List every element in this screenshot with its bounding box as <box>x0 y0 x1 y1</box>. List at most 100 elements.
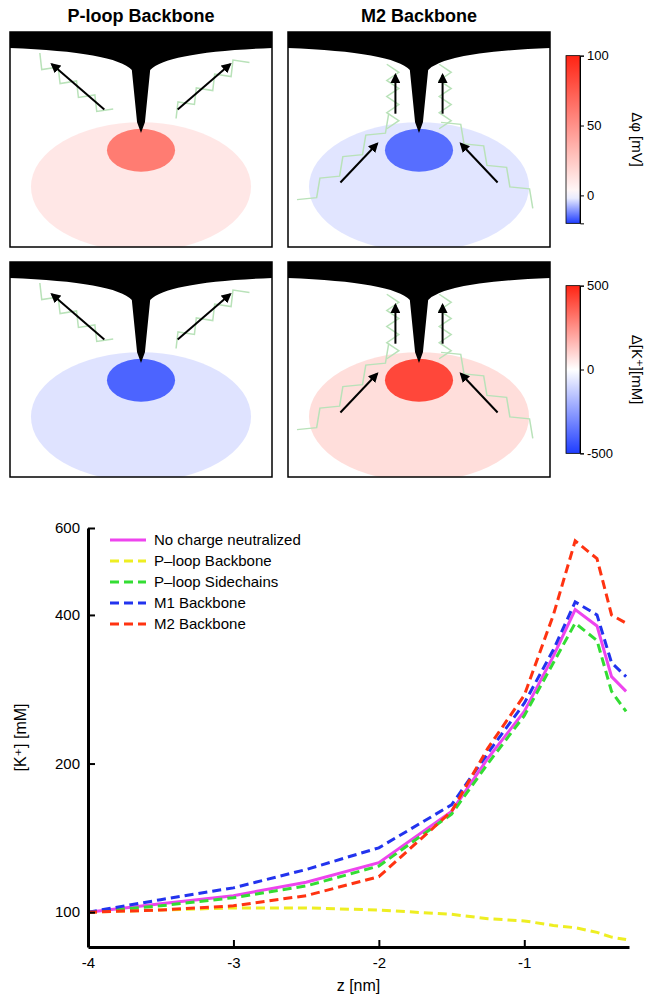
helix <box>297 344 389 430</box>
x-tick-label: -3 <box>227 954 240 971</box>
y-tick: 400 <box>55 606 95 623</box>
helix <box>40 283 113 341</box>
colorbar-axis-line <box>581 56 585 224</box>
plot-area <box>88 541 626 940</box>
dipole-arrow <box>442 305 444 344</box>
colorbar-tick-mark <box>580 195 584 196</box>
helix <box>439 64 451 129</box>
dipole-arrow <box>442 75 444 114</box>
dipole-arrow <box>461 374 498 413</box>
helix <box>439 294 451 359</box>
helix <box>297 114 389 200</box>
x-tick-label: -4 <box>82 954 95 971</box>
colorbar-tick-mark <box>580 453 584 454</box>
series-line <box>88 610 626 913</box>
colorbar-label: Δ[K⁺][mM] <box>629 335 646 405</box>
panel-frame <box>288 32 550 247</box>
colorbar-tick: 0 <box>580 362 594 377</box>
colorbar-tick-label: 100 <box>587 48 609 63</box>
y-tick: 100 <box>55 903 95 920</box>
series-line <box>88 908 626 940</box>
legend-label: M1 Backbone <box>154 594 246 611</box>
series-line <box>88 602 626 912</box>
y-tick: 200 <box>55 755 95 772</box>
y-tick-mark <box>88 912 95 914</box>
legend-swatch <box>110 539 146 542</box>
panel-frame <box>288 262 550 477</box>
heatmap-panel <box>10 32 272 251</box>
colorbar <box>566 286 580 454</box>
y-tick: 600 <box>55 519 95 536</box>
colorbar-tick: 500 <box>580 278 609 293</box>
y-tick-label: 600 <box>55 519 80 536</box>
helix <box>176 60 249 118</box>
x-tick: -2 <box>373 940 386 971</box>
legend-swatch <box>110 560 146 563</box>
panel-frame <box>10 32 272 247</box>
y-axis: 100 200 400 600 <box>55 519 95 947</box>
helix <box>387 64 399 129</box>
dipole-arrow <box>340 144 377 183</box>
y-tick-label: 100 <box>55 903 80 920</box>
helix <box>441 352 533 438</box>
legend-label: No charge neutralized <box>154 531 301 548</box>
heatmap-panel <box>288 262 550 481</box>
channel-silhouette <box>10 32 272 133</box>
dipole-arrow <box>178 64 230 109</box>
y-tick-mark <box>88 614 95 616</box>
colorbar-tick-mark <box>580 126 584 127</box>
colorbar-axis: 100 50 0 <box>580 48 609 224</box>
colorbar-label: Δφ [mV] <box>629 112 646 167</box>
legend-label: P–loop Backbone <box>154 552 272 569</box>
field-halo <box>31 122 251 247</box>
legend-label: P–loop Sidechains <box>154 573 278 590</box>
x-axis-title: z [nm] <box>337 977 381 994</box>
field-halo <box>31 352 251 477</box>
colorbar-tick: 50 <box>580 118 601 133</box>
y-axis-title: [K⁺] [mM] <box>12 704 29 772</box>
panel-frame <box>10 262 272 477</box>
dipole-arrow <box>394 305 396 344</box>
colorbar-tick-label: 0 <box>587 362 594 377</box>
channel-silhouette <box>288 32 550 133</box>
colorbar-tick-mark <box>580 286 584 287</box>
field-peak <box>107 359 175 402</box>
helix <box>176 290 249 348</box>
y-tick-mark <box>88 763 95 765</box>
field-peak <box>385 129 453 172</box>
colorbar-tick-label: 500 <box>587 278 609 293</box>
x-tick-mark <box>233 940 235 947</box>
x-tick-mark <box>378 940 380 947</box>
legend-swatch <box>110 623 146 626</box>
helix <box>40 53 113 111</box>
legend-swatch <box>110 602 146 605</box>
colorbar <box>566 56 580 224</box>
legend-label: M2 Backbone <box>154 615 246 632</box>
channel-silhouette <box>10 262 272 363</box>
colorbar-tick: -500 <box>580 446 613 461</box>
field-halo <box>309 352 529 477</box>
colorbar-tick-label: 0 <box>587 188 594 203</box>
dipole-arrow <box>178 294 230 339</box>
series-line <box>88 541 626 912</box>
dipole-arrow <box>394 75 396 114</box>
colorbar-axis: 500 0 -500 <box>580 278 613 461</box>
colorbar-tick-mark <box>580 370 584 371</box>
x-tick-label: -2 <box>373 954 386 971</box>
helix <box>441 122 533 208</box>
dipole-arrow <box>52 64 104 109</box>
colorbar-tick-label: -500 <box>587 446 613 461</box>
panel-title: M2 Backbone <box>361 6 477 26</box>
field-peak <box>107 129 175 172</box>
dipole-arrow <box>52 294 104 339</box>
y-tick-label: 400 <box>55 606 80 623</box>
y-tick-mark <box>88 528 95 530</box>
x-tick-label: -1 <box>518 954 531 971</box>
colorbar-tick-label: 50 <box>587 118 601 133</box>
x-axis-line <box>89 946 630 949</box>
figure: P-loop BackboneM2 Backbone100500Δφ [mV]5… <box>0 0 659 999</box>
colorbar-tick: 0 <box>580 188 594 203</box>
heatmap-panel <box>288 32 550 251</box>
field-peak <box>385 359 453 402</box>
channel-silhouette <box>288 262 550 363</box>
